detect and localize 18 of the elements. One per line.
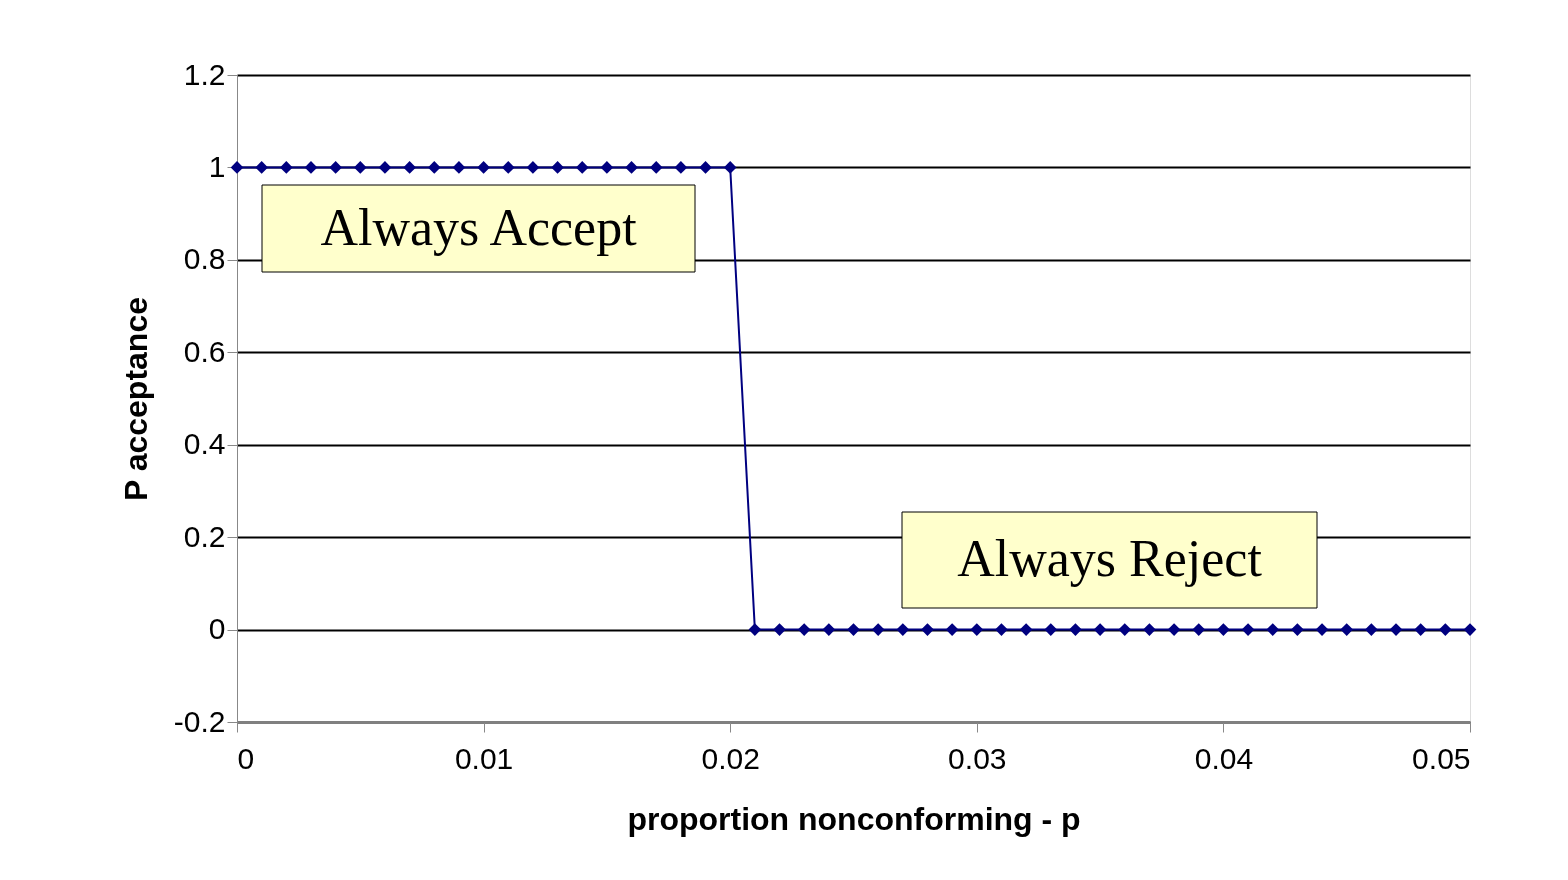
x-tick-label: 0.05: [1412, 741, 1471, 775]
y-tick-label: 0.2: [183, 519, 226, 553]
x-tick-label: 0.04: [1194, 741, 1254, 775]
y-tick-label: 1.2: [183, 57, 226, 91]
x-tick-label: 0.02: [701, 741, 760, 775]
y-tick-label: 0.4: [183, 427, 226, 461]
x-axis-title: proportion nonconforming - p: [627, 800, 1081, 837]
x-tick-label: 0.01: [454, 741, 514, 775]
y-tick-label: -0.2: [173, 704, 226, 738]
y-axis-title: P acceptance: [117, 297, 154, 501]
y-tick-label: 0: [208, 612, 226, 646]
annotation: Always Accept: [320, 198, 638, 256]
annotation: Always Reject: [957, 530, 1263, 587]
y-tick-label: 0.8: [183, 242, 226, 276]
x-tick-label: 0: [237, 741, 255, 775]
y-tick-label: 1: [208, 149, 226, 183]
x-tick-label: 0.03: [948, 741, 1007, 775]
y-tick-label: 0.6: [183, 334, 226, 368]
